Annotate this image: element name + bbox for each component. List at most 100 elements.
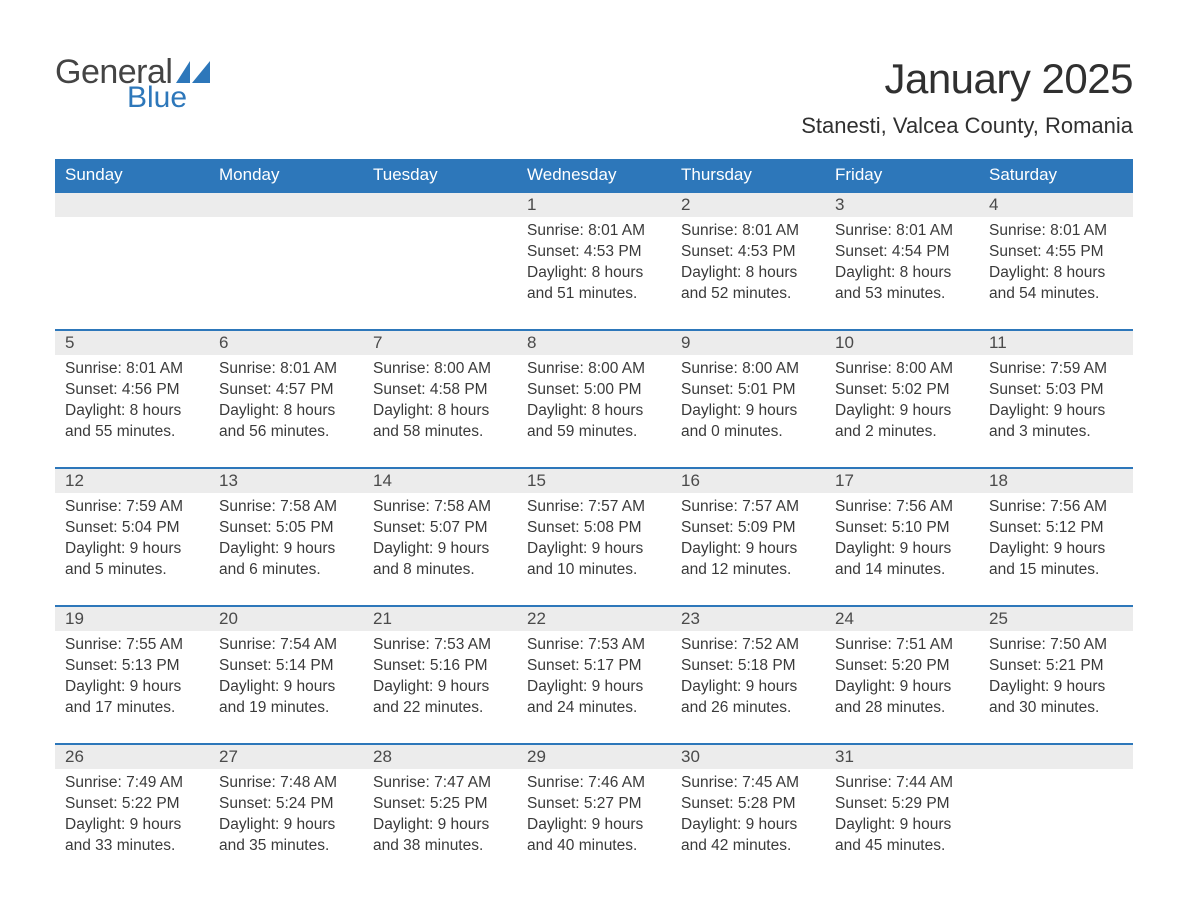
daylight-line-1: Daylight: 8 hours [527,263,661,284]
sunrise-line: Sunrise: 7:52 AM [681,635,815,656]
day-number: 12 [55,469,209,493]
daylight-line-2: and 52 minutes. [681,284,815,305]
weekday-header: Tuesday [363,159,517,192]
sunset-line: Sunset: 5:17 PM [527,656,661,677]
day-number [209,193,363,217]
daylight-line-1: Daylight: 9 hours [65,815,199,836]
logo: General Blue [55,55,210,113]
daylight-line-2: and 28 minutes. [835,698,969,719]
day-number: 28 [363,745,517,769]
daylight-line-2: and 22 minutes. [373,698,507,719]
calendar-week: 5Sunrise: 8:01 AMSunset: 4:56 PMDaylight… [55,330,1133,468]
daylight-line-1: Daylight: 9 hours [527,815,661,836]
day-number: 27 [209,745,363,769]
day-number: 4 [979,193,1133,217]
daylight-line-2: and 45 minutes. [835,836,969,857]
sunset-line: Sunset: 4:56 PM [65,380,199,401]
calendar-header: SundayMondayTuesdayWednesdayThursdayFrid… [55,159,1133,192]
day-content: Sunrise: 7:48 AMSunset: 5:24 PMDaylight:… [209,769,363,881]
daylight-line-1: Daylight: 9 hours [989,539,1123,560]
day-content: Sunrise: 7:44 AMSunset: 5:29 PMDaylight:… [825,769,979,881]
daylight-line-2: and 58 minutes. [373,422,507,443]
sunset-line: Sunset: 5:22 PM [65,794,199,815]
sunset-line: Sunset: 5:13 PM [65,656,199,677]
sunset-line: Sunset: 4:53 PM [527,242,661,263]
daylight-line-1: Daylight: 9 hours [527,677,661,698]
calendar-cell: 2Sunrise: 8:01 AMSunset: 4:53 PMDaylight… [671,192,825,330]
sunset-line: Sunset: 5:10 PM [835,518,969,539]
day-content: Sunrise: 7:53 AMSunset: 5:16 PMDaylight:… [363,631,517,743]
day-number [363,193,517,217]
day-content: Sunrise: 7:57 AMSunset: 5:09 PMDaylight:… [671,493,825,605]
daylight-line-2: and 42 minutes. [681,836,815,857]
day-number: 19 [55,607,209,631]
daylight-line-1: Daylight: 9 hours [835,401,969,422]
sunrise-line: Sunrise: 7:59 AM [65,497,199,518]
sunrise-line: Sunrise: 8:01 AM [65,359,199,380]
calendar-cell [363,192,517,330]
sunrise-line: Sunrise: 7:46 AM [527,773,661,794]
day-content: Sunrise: 8:01 AMSunset: 4:56 PMDaylight:… [55,355,209,467]
daylight-line-2: and 5 minutes. [65,560,199,581]
logo-text-blue: Blue [127,83,210,113]
calendar-cell: 30Sunrise: 7:45 AMSunset: 5:28 PMDayligh… [671,744,825,881]
day-content: Sunrise: 7:45 AMSunset: 5:28 PMDaylight:… [671,769,825,881]
daylight-line-1: Daylight: 9 hours [989,401,1123,422]
day-content [209,217,363,329]
calendar-cell: 19Sunrise: 7:55 AMSunset: 5:13 PMDayligh… [55,606,209,744]
weekday-header: Sunday [55,159,209,192]
daylight-line-1: Daylight: 8 hours [65,401,199,422]
daylight-line-2: and 2 minutes. [835,422,969,443]
day-number: 9 [671,331,825,355]
day-number: 20 [209,607,363,631]
sunset-line: Sunset: 5:04 PM [65,518,199,539]
sunset-line: Sunset: 4:57 PM [219,380,353,401]
day-number: 15 [517,469,671,493]
weekday-header: Monday [209,159,363,192]
weekday-header: Thursday [671,159,825,192]
day-number: 30 [671,745,825,769]
sunrise-line: Sunrise: 7:57 AM [527,497,661,518]
daylight-line-1: Daylight: 8 hours [681,263,815,284]
calendar-cell: 13Sunrise: 7:58 AMSunset: 5:05 PMDayligh… [209,468,363,606]
daylight-line-1: Daylight: 9 hours [681,539,815,560]
day-content [979,769,1133,881]
sunrise-line: Sunrise: 8:00 AM [527,359,661,380]
sunrise-line: Sunrise: 7:50 AM [989,635,1123,656]
daylight-line-2: and 38 minutes. [373,836,507,857]
daylight-line-1: Daylight: 8 hours [373,401,507,422]
daylight-line-1: Daylight: 9 hours [373,677,507,698]
daylight-line-1: Daylight: 9 hours [373,815,507,836]
daylight-line-2: and 56 minutes. [219,422,353,443]
day-content: Sunrise: 8:00 AMSunset: 5:02 PMDaylight:… [825,355,979,467]
daylight-line-2: and 6 minutes. [219,560,353,581]
topbar: General Blue January 2025 Stanesti, Valc… [55,55,1133,151]
day-content: Sunrise: 8:00 AMSunset: 5:01 PMDaylight:… [671,355,825,467]
sunrise-line: Sunrise: 7:51 AM [835,635,969,656]
daylight-line-1: Daylight: 9 hours [219,677,353,698]
day-number: 23 [671,607,825,631]
sunrise-line: Sunrise: 8:01 AM [219,359,353,380]
sunrise-line: Sunrise: 7:58 AM [219,497,353,518]
calendar-cell: 6Sunrise: 8:01 AMSunset: 4:57 PMDaylight… [209,330,363,468]
day-content: Sunrise: 7:58 AMSunset: 5:05 PMDaylight:… [209,493,363,605]
day-number: 3 [825,193,979,217]
calendar-cell: 14Sunrise: 7:58 AMSunset: 5:07 PMDayligh… [363,468,517,606]
calendar-cell [55,192,209,330]
calendar-cell: 12Sunrise: 7:59 AMSunset: 5:04 PMDayligh… [55,468,209,606]
daylight-line-1: Daylight: 9 hours [681,815,815,836]
daylight-line-1: Daylight: 9 hours [989,677,1123,698]
daylight-line-2: and 12 minutes. [681,560,815,581]
daylight-line-2: and 8 minutes. [373,560,507,581]
daylight-line-2: and 35 minutes. [219,836,353,857]
day-content: Sunrise: 7:55 AMSunset: 5:13 PMDaylight:… [55,631,209,743]
sunset-line: Sunset: 5:28 PM [681,794,815,815]
daylight-line-1: Daylight: 9 hours [835,539,969,560]
day-content: Sunrise: 7:47 AMSunset: 5:25 PMDaylight:… [363,769,517,881]
calendar-cell: 31Sunrise: 7:44 AMSunset: 5:29 PMDayligh… [825,744,979,881]
day-number: 22 [517,607,671,631]
sunset-line: Sunset: 5:16 PM [373,656,507,677]
sunrise-line: Sunrise: 7:57 AM [681,497,815,518]
sunset-line: Sunset: 4:54 PM [835,242,969,263]
day-number: 14 [363,469,517,493]
